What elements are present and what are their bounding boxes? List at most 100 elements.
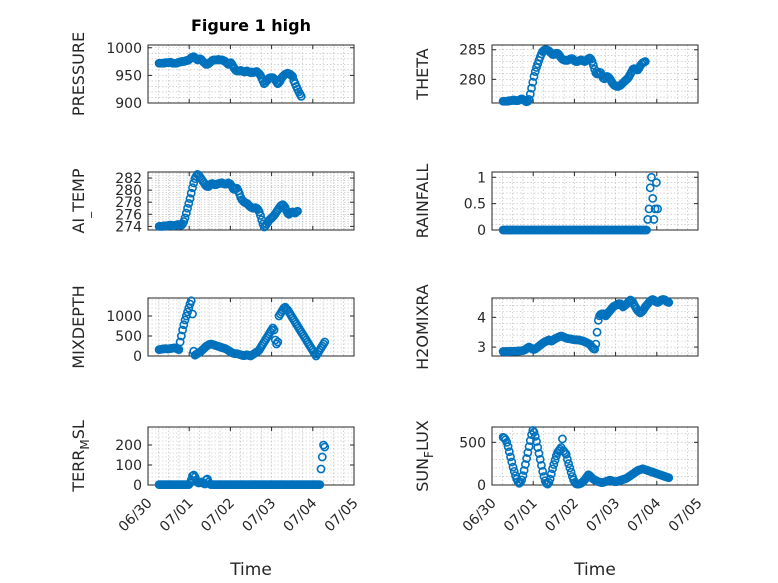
data-point	[549, 460, 559, 469]
y-tick-label: 278	[115, 195, 142, 211]
data-point	[529, 71, 539, 81]
y-tick-label: 100	[115, 458, 142, 474]
data-point	[503, 442, 513, 452]
y-axis-label: H2OMIXRA	[413, 284, 432, 370]
data-point	[188, 183, 197, 193]
data-point	[550, 455, 560, 465]
data-point	[558, 434, 567, 444]
data-point	[508, 462, 518, 472]
data-point	[537, 460, 546, 470]
x-tick-label: 07/02	[542, 495, 582, 535]
data-point	[651, 178, 661, 187]
panel-top-right: 280 285 THETA	[413, 43, 699, 107]
data-point	[269, 325, 279, 335]
y-axis-label: MIXDEPTH	[69, 285, 88, 368]
x-tick-label: 07/04	[625, 495, 665, 535]
data-point	[184, 480, 194, 489]
data-point	[523, 448, 533, 457]
data-point	[256, 211, 265, 220]
data-point	[180, 213, 190, 223]
data-point	[180, 315, 190, 325]
y-tick-label: 276	[115, 207, 142, 223]
data-point	[533, 443, 543, 452]
data-point	[546, 469, 556, 479]
data-point	[538, 466, 548, 476]
y-tick-label: 0	[477, 223, 486, 239]
panel-top-left: 900 950 1000 PRESSURE	[69, 32, 355, 116]
data-point	[653, 204, 663, 214]
axes-box	[491, 44, 699, 104]
data-point	[591, 339, 601, 349]
data-point	[545, 474, 555, 484]
x-tick-label: 06/30	[116, 495, 156, 535]
x-tick-label: 07/02	[198, 495, 238, 535]
axes-box	[491, 297, 699, 357]
data-point	[532, 437, 541, 446]
data-point	[530, 67, 540, 77]
data-point	[317, 452, 327, 462]
data-point	[518, 471, 528, 481]
figure-title: Figure 1 high	[191, 16, 311, 35]
data-point	[565, 463, 575, 473]
data-point	[506, 452, 515, 462]
y-tick-label: 200	[115, 438, 142, 454]
y-label-subscript: M	[78, 439, 92, 449]
x-axis-label-right: Time	[573, 560, 616, 580]
y-tick-label: 900	[115, 96, 142, 112]
data-point	[315, 480, 325, 489]
data-point	[528, 77, 538, 87]
data-point	[590, 344, 599, 354]
y-label-part: LUX	[413, 420, 432, 451]
data-point	[285, 69, 295, 79]
data-point	[524, 95, 534, 104]
y-label-part: SL	[69, 420, 88, 439]
data-point	[649, 215, 659, 224]
data-point	[647, 172, 656, 182]
x-tick-label: 07/03	[583, 495, 623, 535]
panel-row3-right: 3 4 H2OMIXRA	[413, 284, 699, 370]
data-point	[179, 320, 189, 330]
data-point	[643, 215, 653, 224]
data-point	[561, 449, 571, 459]
y-label-part: TEMP	[69, 168, 88, 213]
data-point	[274, 78, 284, 87]
data-point	[548, 464, 557, 474]
data-point	[183, 203, 192, 213]
data-point	[316, 464, 326, 474]
data-point	[183, 307, 192, 317]
data-point	[186, 296, 196, 306]
data-point	[527, 83, 536, 93]
y-tick-label: 4	[477, 310, 486, 326]
y-axis-label: PRESSURE	[69, 32, 88, 116]
data-point	[188, 309, 197, 319]
data-point	[509, 466, 519, 476]
y-tick-label: 280	[115, 183, 142, 199]
y-tick-label: 0	[133, 478, 142, 494]
data-point	[186, 188, 196, 198]
y-tick-label: 500	[115, 329, 142, 345]
data-point	[592, 327, 602, 337]
x-tick-label: 07/05	[322, 495, 362, 535]
data-point	[642, 225, 651, 235]
data-point	[176, 331, 186, 341]
x-tick-label: 07/01	[157, 495, 197, 535]
data-point	[517, 475, 527, 485]
data-point	[519, 466, 529, 475]
data-point	[524, 442, 534, 452]
data-point	[566, 467, 576, 477]
data-point	[543, 479, 553, 489]
x-tick-label: 07/01	[501, 495, 541, 535]
y-label-subscript: _	[78, 211, 92, 219]
data-point	[529, 427, 539, 437]
x-tick-label: 06/30	[460, 495, 500, 535]
y-tick-label: 274	[115, 219, 142, 235]
y-label-part: TERR	[69, 450, 88, 493]
y-tick-label: 950	[115, 68, 142, 84]
data-point	[320, 442, 330, 452]
data-point	[520, 460, 530, 469]
y-tick-label: 1000	[106, 41, 142, 57]
data-point	[525, 436, 535, 446]
y-tick-label: 0	[477, 478, 486, 494]
data-point	[534, 449, 544, 458]
